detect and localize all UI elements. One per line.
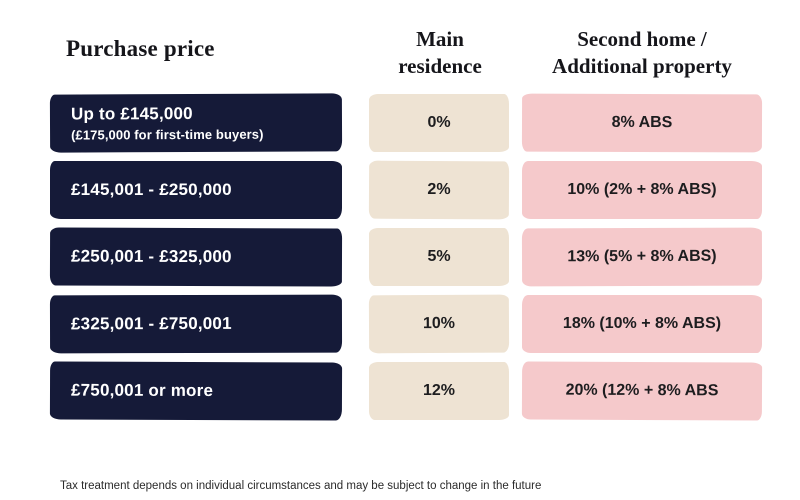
price-band-cell: £250,001 - £325,000: [49, 227, 343, 287]
price-band-cell: £145,001 - £250,000: [50, 161, 342, 219]
second-home-rate-cell: 10% (2% + 8% ABS): [522, 161, 762, 219]
price-band-note: (£175,000 for first-time buyers): [71, 126, 264, 143]
price-band-label: Up to £145,000: [70, 104, 193, 124]
column-header-purchase-price: Purchase price: [66, 36, 215, 61]
main-residence-rate-cell: 10%: [368, 294, 510, 354]
table-row: £250,001 - £325,000 5% 13% (5% + 8% ABS): [0, 227, 800, 287]
table-row: Up to £145,000 (£175,000 for first-time …: [0, 93, 800, 153]
footnote-disclaimer: Tax treatment depends on individual circ…: [60, 480, 542, 492]
column-header-main-residence: Main residence: [398, 27, 482, 78]
price-band-label: £250,001 - £325,000: [70, 246, 232, 267]
price-band-cell: Up to £145,000 (£175,000 for first-time …: [49, 93, 343, 153]
table-row: £325,001 - £750,001 10% 18% (10% + 8% AB…: [0, 294, 800, 354]
footnotes: Tax treatment depends on individual circ…: [60, 443, 541, 500]
price-band-label: £750,001 or more: [70, 380, 214, 401]
second-home-rate-cell: 18% (10% + 8% ABS): [522, 295, 762, 353]
main-residence-rate-cell: 12%: [369, 362, 509, 420]
price-band-cell: £325,001 - £750,001: [49, 294, 343, 354]
table-row: £145,001 - £250,000 2% 10% (2% + 8% ABS): [0, 160, 800, 220]
price-band-cell: £750,001 or more: [49, 361, 343, 421]
price-band-label: £325,001 - £750,001: [70, 313, 232, 334]
price-band-label: £145,001 - £250,000: [71, 180, 232, 199]
table-row: £750,001 or more 12% 20% (12% + 8% ABS: [0, 361, 800, 421]
main-residence-rate-cell: 5%: [369, 228, 509, 286]
second-home-rate-cell: 20% (12% + 8% ABS: [521, 361, 763, 421]
second-home-rate-cell: 8% ABS: [521, 93, 763, 153]
main-residence-rate-cell: 0%: [369, 94, 509, 152]
second-home-rate-cell: 13% (5% + 8% ABS): [521, 227, 763, 287]
main-residence-rate-cell: 2%: [368, 160, 510, 220]
column-header-second-home: Second home / Additional property: [552, 27, 732, 78]
